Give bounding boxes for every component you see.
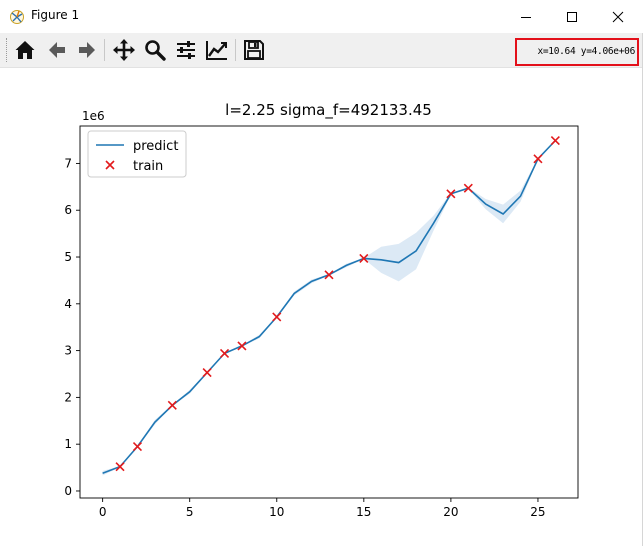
chart[interactable]: l=2.25 sigma_f=492133.45 1e6 0 5 10 15 20 250… [0,68,643,546]
chart-title: l=2.25 sigma_f=492133.45 [225,101,432,120]
x-tick-label: 20 [443,505,458,519]
y-tick-label: 7 [64,156,72,170]
sliders-icon [177,41,195,59]
save-button[interactable] [241,37,267,63]
train-point [115,462,125,472]
arrow-right-icon [79,42,95,58]
toolbar-separator [104,39,105,61]
line-chart-icon [206,41,227,60]
pan-button[interactable] [111,37,137,63]
train-point [219,348,230,358]
train-point [533,154,543,164]
y-tick-label: 2 [64,390,72,404]
back-button[interactable] [44,37,70,63]
plot-area: 0 5 10 15 20 25 0 1 2 3 4 5 6 7 predict train [64,125,579,519]
train-point [237,341,247,351]
close-icon [612,11,624,22]
y-tick-label: 0 [64,484,72,498]
home-icon [15,41,35,59]
y-tick-label: 3 [64,344,72,358]
train-point [202,368,212,378]
predict-line [102,139,556,474]
magnifier-icon [145,40,166,61]
legend-box [87,130,187,178]
x-tick-label: 0 [99,505,107,519]
arrow-left-icon [49,42,65,58]
y-tick-label: 6 [64,203,72,217]
maximize-icon [567,11,577,22]
y-tick-label: 5 [64,250,72,264]
train-point [446,189,456,199]
close-button[interactable] [595,0,641,33]
minimize-button[interactable] [503,0,549,33]
y-scale-offset-label: 1e6 [82,109,105,123]
y-tick-label: 1 [64,437,72,451]
edit-axis-button[interactable] [204,37,230,63]
train-point [359,253,369,263]
toolbar-separator [235,39,236,61]
zoom-button[interactable] [142,37,168,63]
legend-predict-label: predict [133,139,178,154]
train-point [550,135,560,146]
train-point [324,270,334,280]
matplotlib-app-icon [10,10,24,24]
train-point [132,441,143,452]
window-title-bar: Figure 1 [0,0,643,33]
minimize-icon [521,16,531,18]
maximize-button[interactable] [549,0,595,33]
train-point [463,183,473,193]
move-icon [113,39,135,61]
x-tick-label: 5 [186,505,194,519]
toolbar-grip[interactable] [6,38,9,62]
home-button[interactable] [12,37,38,63]
legend-train-marker [105,160,115,170]
train-point [167,400,177,410]
floppy-disk-icon [244,40,264,60]
configure-subplots-button[interactable] [173,37,199,63]
axes-frame [79,125,579,499]
y-tick-label: 4 [64,297,72,311]
coordinate-readout: x=10.64 y=4.06e+06 [537,46,635,57]
coordinate-readout-highlight: x=10.64 y=4.06e+06 [515,38,639,66]
confidence-band [102,140,556,476]
legend-train-label: train [133,159,163,174]
x-tick-label: 10 [269,505,284,519]
forward-button[interactable] [74,37,100,63]
figure-canvas[interactable]: l=2.25 sigma_f=492133.45 1e6 0 5 10 15 20 25 0… [0,68,643,546]
x-tick-label: 25 [530,505,545,519]
x-tick-label: 15 [356,505,371,519]
window-title: Figure 1 [31,8,80,22]
train-point [272,312,282,322]
